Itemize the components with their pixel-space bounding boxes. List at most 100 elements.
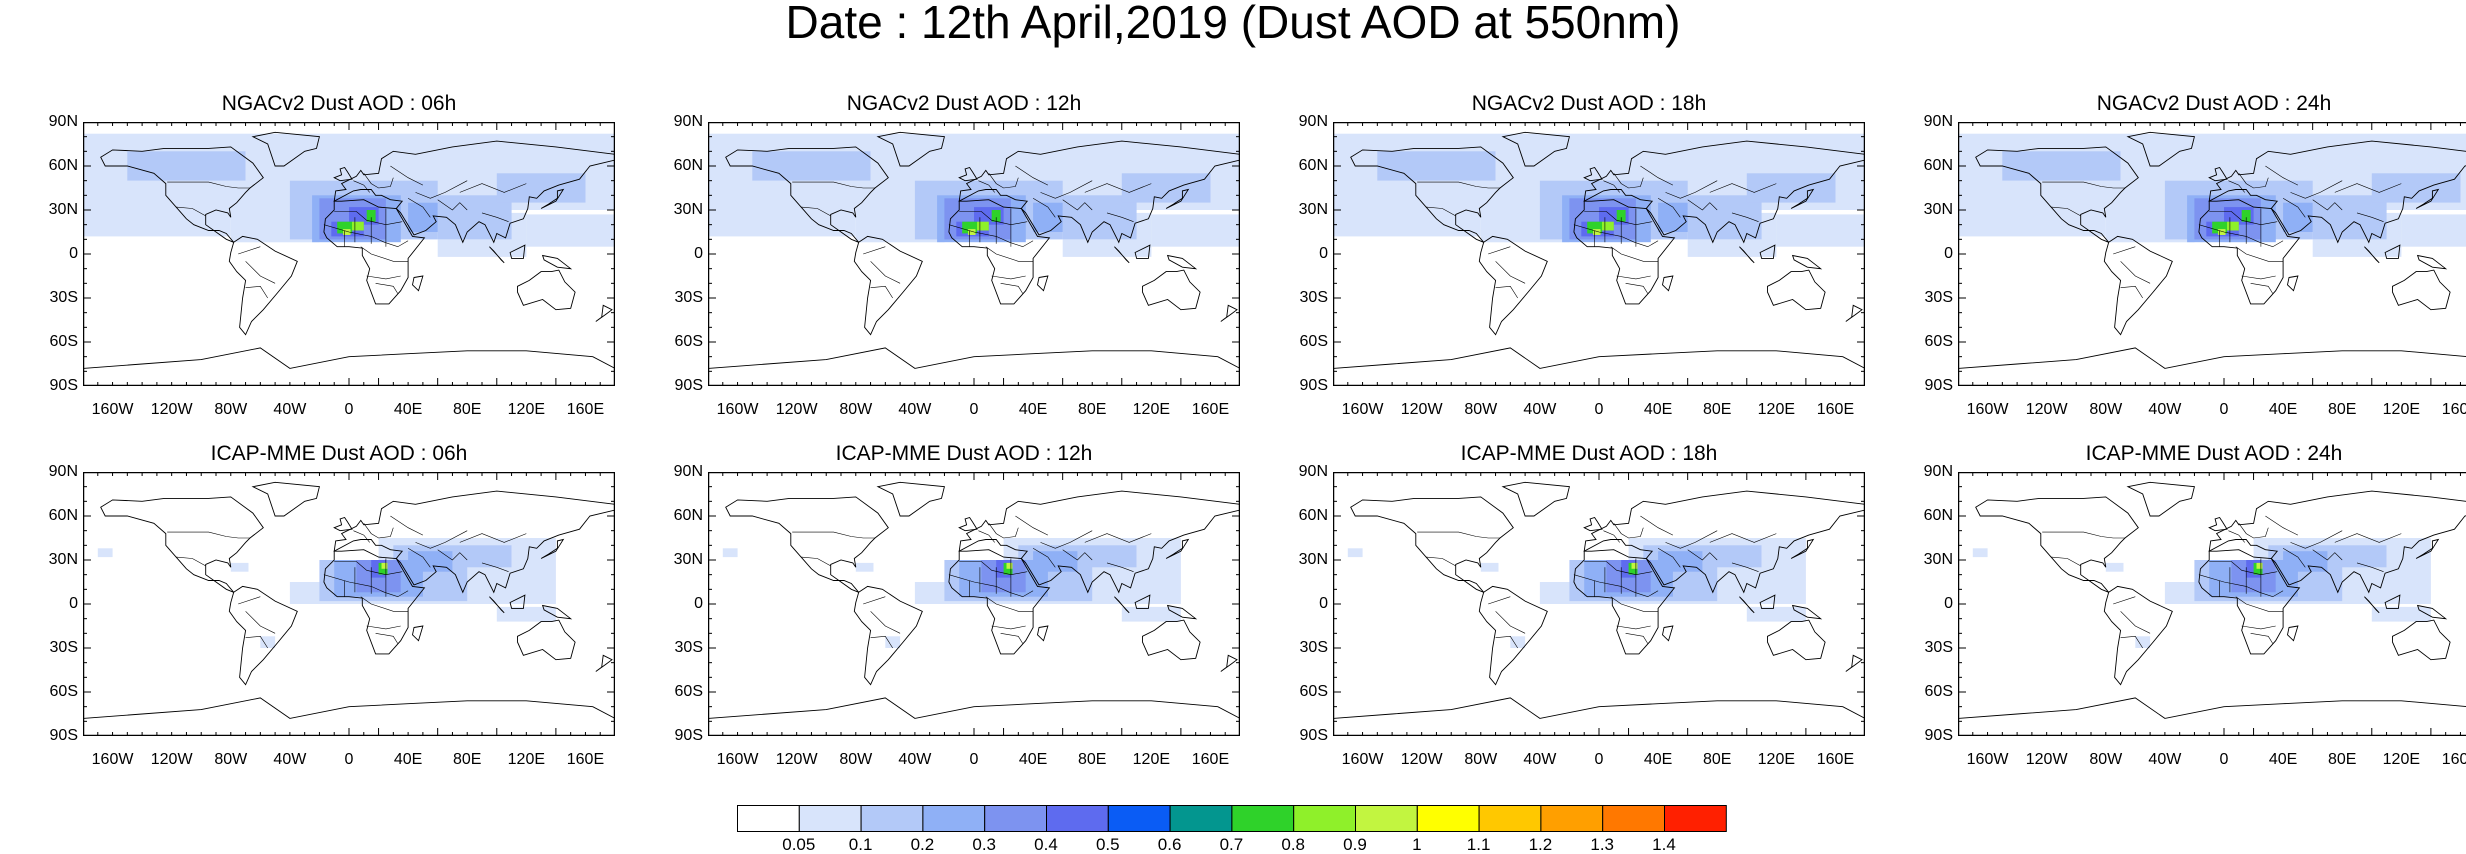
lon-label: 160W — [716, 401, 759, 418]
lat-label: 60N — [1298, 157, 1328, 174]
lon-label: 40E — [1643, 751, 1673, 768]
coastlines — [708, 481, 1240, 736]
colorbar-label: 0.6 — [1157, 835, 1182, 854]
colorbar-label: 1.2 — [1528, 835, 1553, 854]
lat-label: 90N — [1923, 463, 1953, 480]
lat-label: 0 — [1944, 245, 1953, 262]
lat-label: 0 — [69, 245, 78, 262]
lat-label: 60N — [1298, 507, 1328, 524]
lat-label: 0 — [1319, 595, 1328, 612]
lat-label: 90N — [673, 113, 703, 130]
lat-label: 90S — [674, 377, 703, 394]
lat-label: 30N — [1923, 201, 1953, 218]
lon-label: 160E — [1191, 751, 1230, 768]
lat-label: 90N — [1923, 113, 1953, 130]
lat-label: 30N — [673, 551, 703, 568]
colorbar-box — [1416, 805, 1480, 832]
country-borders — [792, 515, 1152, 649]
lon-label: 40W — [1523, 401, 1557, 418]
lon-label: 40E — [393, 401, 423, 418]
lon-label: 80E — [452, 401, 482, 418]
lat-label: 90N — [48, 113, 78, 130]
lat-label: 30S — [1299, 289, 1328, 306]
lon-label: 160E — [1816, 401, 1855, 418]
lat-label: 30N — [1298, 551, 1328, 568]
lat-label: 30N — [673, 201, 703, 218]
lon-label: 40E — [1018, 401, 1048, 418]
lat-label: 90S — [674, 727, 703, 744]
lon-label: 120E — [507, 751, 546, 768]
country-borders — [167, 515, 527, 649]
panel-title: ICAP-MME Dust AOD : 24h — [2085, 442, 2343, 465]
colorbar-label: 1 — [1412, 835, 1422, 854]
map-panel-icap-mme-06h: ICAP-MME Dust AOD : 06h 90N 60N 30N 0 30S 60S 9… — [35, 440, 643, 788]
panel-title: ICAP-MME Dust AOD : 06h — [210, 442, 468, 465]
colorbar-label: 0.5 — [1095, 835, 1120, 854]
lon-label: 160W — [716, 751, 759, 768]
colorbar-box — [1169, 805, 1233, 832]
lon-label: 80W — [839, 751, 873, 768]
panel-title: NGACv2 Dust AOD : 12h — [846, 92, 1082, 115]
lat-label: 90S — [1299, 377, 1328, 394]
world-map — [1958, 122, 2466, 386]
lon-label: 160W — [91, 401, 134, 418]
lon-label: 160W — [1966, 751, 2009, 768]
lon-label: 120E — [507, 401, 546, 418]
colorbar-label: 0.05 — [782, 835, 816, 854]
lat-label: 90N — [48, 463, 78, 480]
lon-label: 40W — [273, 401, 307, 418]
world-map — [1333, 122, 1865, 386]
colorbar-box — [922, 805, 986, 832]
dust-aod-field — [1333, 133, 1865, 257]
lat-label: 30N — [48, 201, 78, 218]
lon-label: 0 — [2219, 401, 2229, 418]
dust-aod-field — [83, 133, 615, 257]
lon-label: 0 — [969, 401, 979, 418]
lon-label: 120E — [1132, 401, 1171, 418]
lat-label: 0 — [694, 245, 703, 262]
lon-label: 0 — [344, 751, 354, 768]
lat-label: 90N — [1298, 463, 1328, 480]
lon-label: 80E — [1702, 751, 1732, 768]
colorbar-label: 0.4 — [1034, 835, 1058, 854]
map-panel-ngacv2-18h: NGACv2 Dust AOD : 18h 90N 60N 30N 0 30S 60S 90S… — [1285, 90, 1893, 438]
lon-label: 40E — [2268, 401, 2298, 418]
dust-aod-field — [708, 133, 1240, 257]
world-map — [1333, 472, 1865, 736]
lon-label: 40W — [898, 751, 932, 768]
lon-label: 80E — [1077, 401, 1107, 418]
colorbar-box — [1602, 805, 1666, 832]
coastlines — [1958, 481, 2466, 736]
lon-label: 120W — [150, 401, 193, 418]
lon-label: 40E — [1018, 751, 1048, 768]
lat-label: 90S — [1924, 727, 1953, 744]
coastlines — [1333, 131, 1865, 386]
colorbar-label: 0.2 — [910, 835, 935, 854]
lat-label: 0 — [69, 595, 78, 612]
panel-title: NGACv2 Dust AOD : 18h — [1471, 92, 1707, 115]
colorbar-box — [1231, 805, 1295, 832]
lat-label: 60S — [1299, 683, 1328, 700]
lon-label: 40W — [1523, 751, 1557, 768]
colorbar-box — [984, 805, 1047, 832]
colorbar-box — [737, 805, 800, 832]
lat-label: 60S — [1924, 683, 1953, 700]
colorbar-label: 1.4 — [1652, 835, 1676, 854]
lon-label: 40W — [898, 401, 932, 418]
lon-label: 160E — [1191, 401, 1230, 418]
colorbar-label: 0.9 — [1343, 835, 1367, 854]
lon-label: 40W — [2148, 401, 2182, 418]
lon-label: 80E — [452, 751, 482, 768]
lat-label: 60N — [48, 507, 78, 524]
lat-label: 60N — [48, 157, 78, 174]
lat-label: 60N — [1923, 157, 1953, 174]
colorbar-box — [798, 805, 862, 832]
lon-label: 120W — [775, 751, 818, 768]
lat-label: 30S — [674, 289, 703, 306]
lon-label: 120W — [2025, 401, 2068, 418]
lat-label: 60S — [49, 683, 78, 700]
lon-label: 40E — [1643, 401, 1673, 418]
coastlines — [1958, 131, 2466, 386]
colorbar-box — [1540, 805, 1604, 832]
colorbar-box — [1293, 805, 1357, 832]
